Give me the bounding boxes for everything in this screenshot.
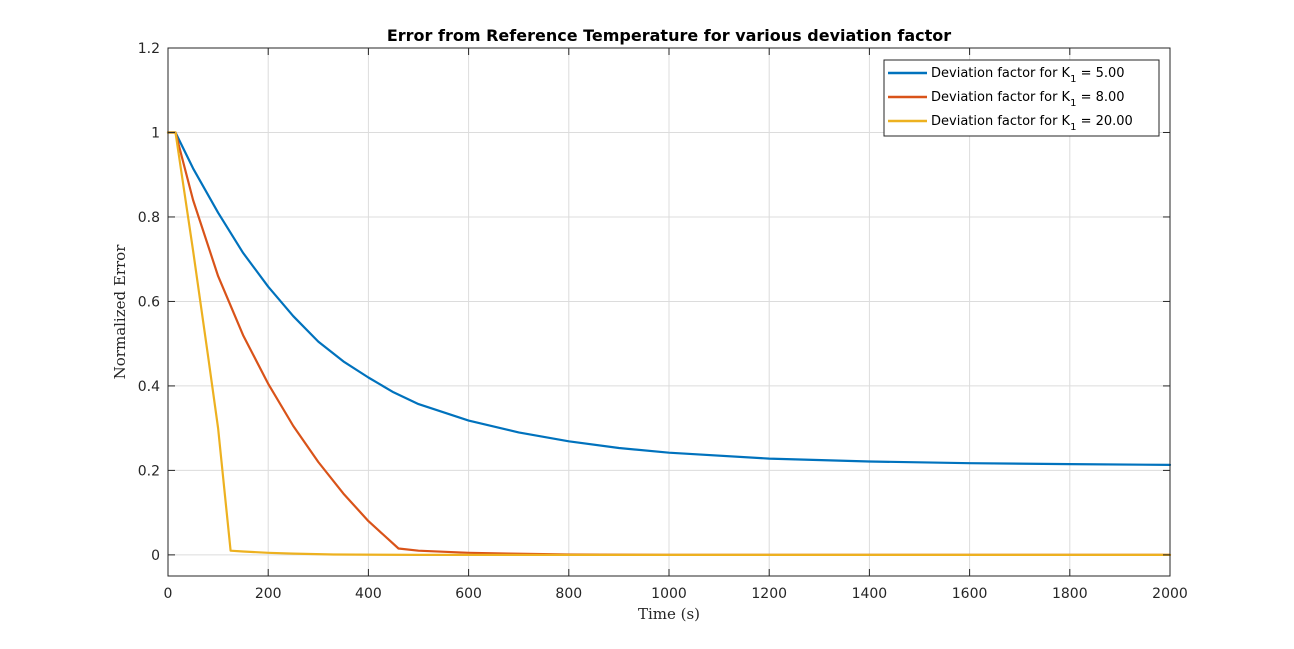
axis-ticks: 0 200 400 600 800 1000 1200 1400 1600 1800 2000 0 0.… <box>138 41 1188 602</box>
y-tick-label: 0 <box>151 548 160 564</box>
x-tick-label: 1400 <box>852 586 888 602</box>
legend: Deviation factor for K1 = 5.00 Deviation … <box>883 59 1160 137</box>
x-tick-label: 400 <box>355 586 382 602</box>
x-tick-label: 0 <box>164 586 173 602</box>
x-tick-label: 2000 <box>1152 586 1188 602</box>
chart-title: Error from Reference Temperature for var… <box>387 26 951 45</box>
y-tick-label: 1.2 <box>138 41 160 57</box>
x-tick-label: 800 <box>555 586 582 602</box>
legend-entry: Deviation factor for K1 = 5.00 <box>931 66 1125 85</box>
y-tick-label: 0.4 <box>138 379 160 395</box>
legend-entry: Deviation factor for K1 = 20.00 <box>931 114 1133 133</box>
x-tick-label: 600 <box>455 586 482 602</box>
x-tick-label: 1800 <box>1052 586 1088 602</box>
x-tick-label: 1000 <box>651 586 687 602</box>
series-line-3 <box>166 131 1172 557</box>
series-line-1 <box>166 131 1172 466</box>
y-tick-label: 1 <box>151 125 160 141</box>
series-lines <box>166 131 1172 557</box>
y-axis-label: Normalized Error <box>111 244 129 380</box>
y-tick-label: 0.8 <box>138 210 160 226</box>
y-tick-label: 0.2 <box>138 463 160 479</box>
x-axis-label: Time (s) <box>638 605 700 623</box>
x-tick-label: 1600 <box>952 586 988 602</box>
x-tick-label: 200 <box>255 586 282 602</box>
x-tick-label: 1200 <box>751 586 787 602</box>
legend-entry: Deviation factor for K1 = 8.00 <box>931 90 1125 109</box>
legend-box <box>883 59 1160 137</box>
y-tick-label: 0.6 <box>138 294 160 310</box>
